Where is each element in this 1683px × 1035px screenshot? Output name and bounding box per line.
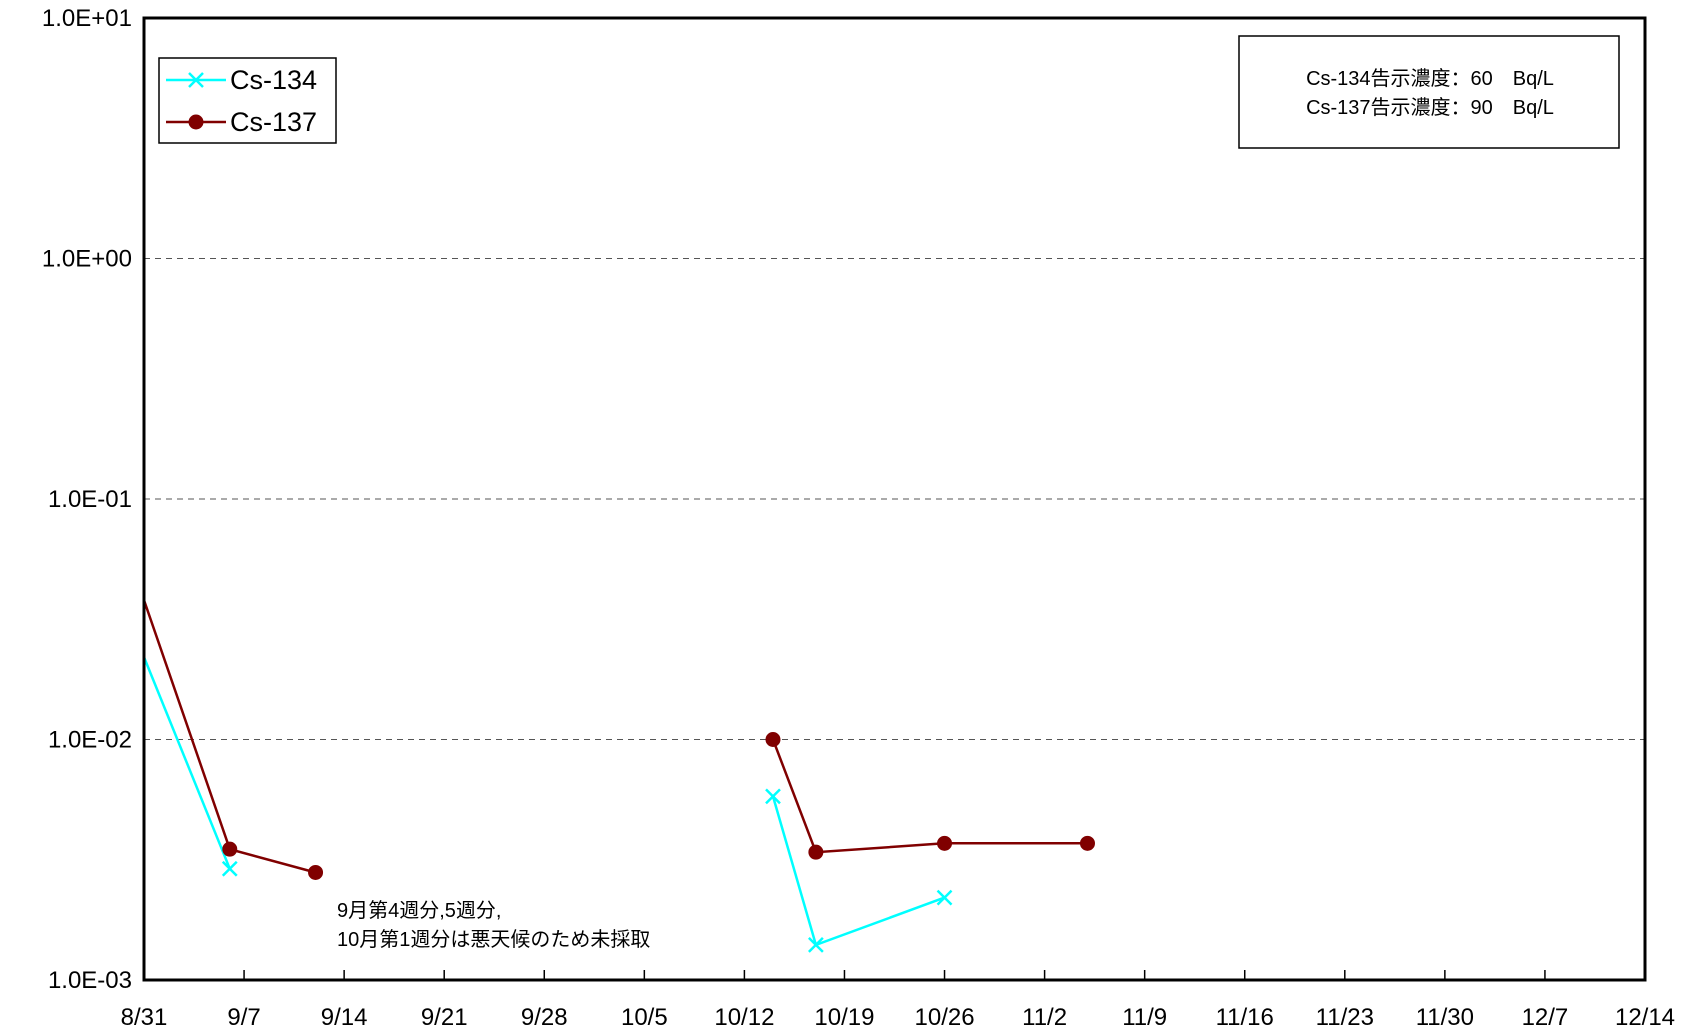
legend-marker-cs134 [188,72,204,88]
series-line-cs137 [142,599,316,874]
legend-label-cs137: Cs-137 [230,107,317,137]
note-line-1: 9月第4週分,5週分, [337,899,501,922]
x-tick-label: 10/19 [814,1004,874,1031]
data-point-cs134 [221,860,238,877]
x-tick-label: 8/31 [121,1004,168,1031]
x-tick-label: 12/14 [1615,1004,1675,1031]
data-point-cs137 [222,841,238,857]
x-tick-label: 11/9 [1122,1004,1167,1031]
data-point-cs134 [765,788,781,805]
y-tick-label: 1.0E-01 [48,486,132,513]
data-point-cs137 [937,835,953,851]
x-tick-label: 10/12 [714,1004,774,1031]
x-tick-label: 10/26 [915,1004,975,1031]
series-cs137 [142,599,1095,880]
x-tick-label: 9/21 [421,1004,468,1031]
series-line-cs134 [771,796,945,947]
data-point-cs134 [807,936,824,953]
y-tick-label: 1.0E-03 [48,967,132,994]
legend-label-cs134: Cs-134 [230,65,317,95]
series-layer [142,599,1095,953]
data-point-cs137 [308,864,324,880]
x-tick-label: 11/2 [1022,1004,1067,1031]
x-tick-label: 11/23 [1316,1004,1374,1031]
limits-annotation: Cs-134告示濃度：60 Bq/L Cs-137告示濃度：90 Bq/L [1238,35,1620,149]
plot-area-frame [142,16,1647,982]
limit-line-cs137: Cs-137告示濃度：90 Bq/L [1306,96,1554,119]
x-tick-label: 9/28 [521,1004,568,1031]
data-point-cs137 [808,844,824,860]
x-tick-label: 10/5 [621,1004,668,1031]
legend-items: Cs-134 Cs-137 [166,65,317,137]
sampling-note: 9月第4週分,5週分, 10月第1週分は悪天候のため未採取 [337,899,650,951]
data-point-cs134 [936,889,953,906]
legend-marker-cs137 [188,114,204,130]
y-tick-label: 1.0E+01 [42,5,132,32]
limits-box [1238,35,1620,149]
x-tick-label: 9/14 [321,1004,368,1031]
gridlines [144,258,1645,740]
legend: Cs-134 Cs-137 [158,57,337,144]
x-axis-labels: 8/31 9/7 9/14 9/21 9/28 10/5 10/12 10/19 10/26 11… [121,1004,1675,1031]
x-axis-ticks [243,970,1546,980]
series-line-cs137 [771,739,1088,854]
series-line-cs134 [142,656,231,870]
x-tick-label: 9/7 [227,1004,260,1031]
series-cs134 [142,656,953,953]
y-axis-labels: 1.0E-03 1.0E-02 1.0E-01 1.0E+00 1.0E+01 [42,5,132,994]
x-tick-label: 12/7 [1522,1004,1569,1031]
legend-box [158,57,337,144]
limit-line-cs134: Cs-134告示濃度：60 Bq/L [1306,67,1554,90]
data-point-cs137 [1079,835,1095,851]
y-tick-label: 1.0E+00 [42,246,132,273]
y-tick-label: 1.0E-02 [48,727,132,754]
data-point-cs137 [765,732,781,747]
note-line-2: 10月第1週分は悪天候のため未採取 [337,928,650,951]
x-tick-label: 11/30 [1416,1004,1474,1031]
x-tick-label: 11/16 [1216,1004,1274,1031]
